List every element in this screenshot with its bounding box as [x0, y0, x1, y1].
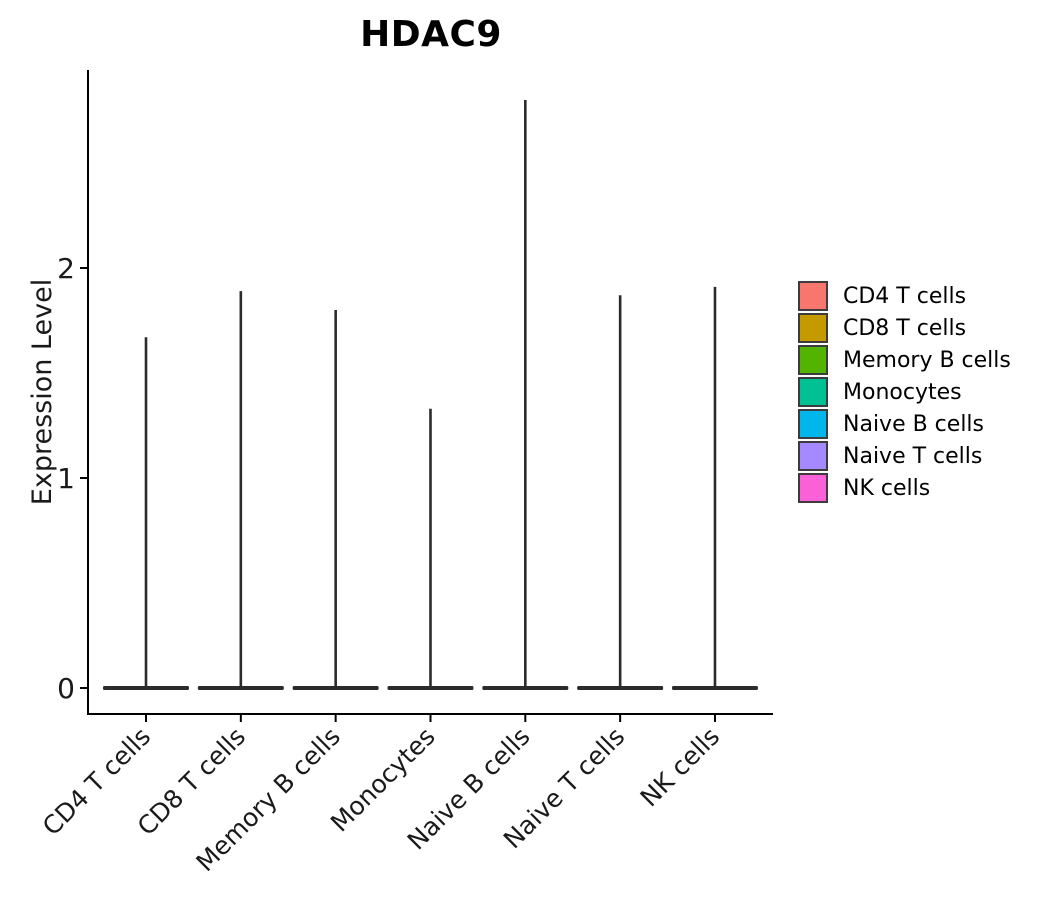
legend-label: Memory B cells [843, 347, 1011, 373]
legend-label: Naive B cells [843, 411, 985, 437]
legend-label: CD4 T cells [843, 283, 967, 309]
violin-base [482, 686, 569, 690]
legend-color-swatch [798, 345, 828, 375]
violin-base [671, 686, 758, 690]
y-tick-label: 1 [57, 462, 75, 495]
legend-item: NK cells [798, 473, 1011, 503]
legend-label: NK cells [843, 475, 931, 501]
y-tick-label: 2 [57, 252, 75, 285]
violin-base [292, 686, 379, 690]
legend-item: Monocytes [798, 377, 1011, 407]
legend-color-swatch [798, 441, 828, 471]
legend-item: Memory B cells [798, 345, 1011, 375]
x-category-label: NK cells [635, 722, 726, 813]
violin-base [387, 686, 474, 690]
violin-base [577, 686, 664, 690]
violin-base [103, 686, 189, 690]
legend: CD4 T cells CD8 T cells Memory B cells Mono… [798, 281, 1011, 505]
legend-item: Naive B cells [798, 409, 1011, 439]
legend-item: CD4 T cells [798, 281, 1011, 311]
legend-item: CD8 T cells [798, 313, 1011, 343]
legend-label: CD8 T cells [843, 315, 967, 341]
legend-color-swatch [798, 377, 828, 407]
legend-label: Monocytes [843, 379, 962, 405]
legend-color-swatch [798, 313, 828, 343]
y-tick-label: 0 [57, 672, 75, 705]
legend-color-swatch [798, 281, 828, 311]
legend-item: Naive T cells [798, 441, 1011, 471]
violin-base [197, 686, 284, 690]
chart-title: HDAC9 [360, 14, 502, 55]
legend-color-swatch [798, 473, 828, 503]
legend-color-swatch [798, 409, 828, 439]
legend-label: Naive T cells [843, 443, 983, 469]
